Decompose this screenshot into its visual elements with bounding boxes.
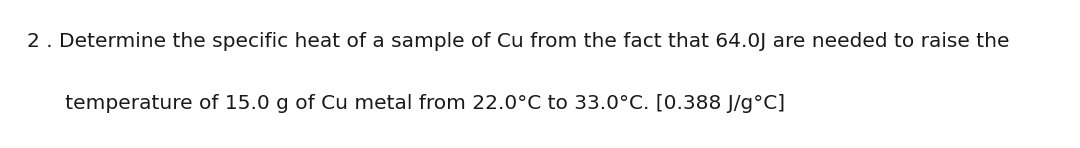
Text: temperature of 15.0 g of Cu metal from 22.0°C to 33.0°C. [0.388 J/g°C]: temperature of 15.0 g of Cu metal from 2… bbox=[27, 94, 785, 113]
Text: 2 . Determine the specific heat of a sample of Cu from the fact that 64.0J are n: 2 . Determine the specific heat of a sam… bbox=[27, 32, 1010, 51]
